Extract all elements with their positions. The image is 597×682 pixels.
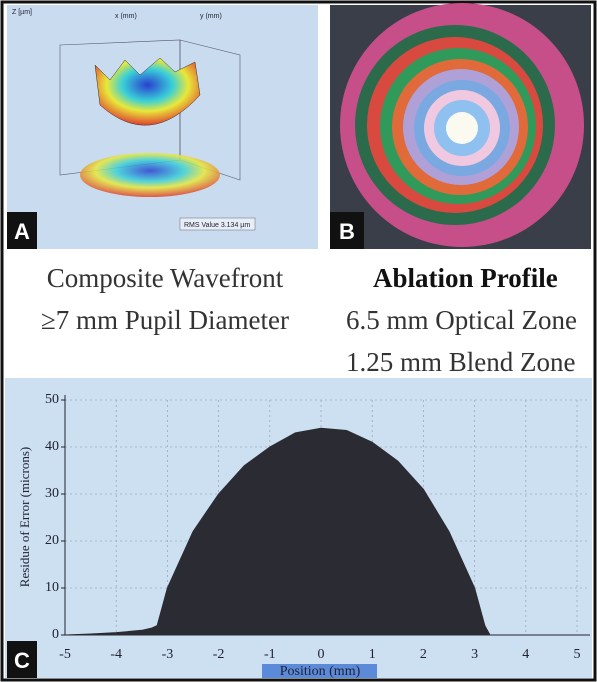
- label-box: [330, 212, 364, 249]
- y-label: y (mm): [200, 13, 222, 20]
- panel-label: C: [14, 648, 30, 673]
- x-tick-label: 1: [369, 647, 376, 662]
- x-tick-label: 4: [522, 647, 529, 662]
- xlabel-highlight: [262, 664, 377, 678]
- x-tick-label: -3: [162, 647, 174, 662]
- contour-map: [80, 153, 220, 197]
- rms-value: RMS Value 3.134 µm: [184, 222, 250, 229]
- z-label: Z [µm]: [12, 9, 32, 16]
- x-label: x (mm): [115, 13, 137, 20]
- y-axis-label: Residue of Error (microns): [17, 447, 32, 587]
- panel-a: Z [µm] x (mm) y (mm) RMS Value 3.134 µm …: [7, 5, 318, 249]
- x-tick-label: -5: [59, 647, 71, 662]
- wavefront-surface: [94, 57, 201, 126]
- x-tick-label: 3: [471, 647, 478, 662]
- rms-box: [179, 217, 256, 231]
- panel-a-bg: [7, 5, 318, 249]
- y-tick-label: 50: [45, 392, 59, 407]
- y-tick-label: 30: [45, 486, 59, 501]
- panel-label: A: [14, 219, 30, 244]
- panel-c: 0 10 20 30 40 50 -5 -4 -3 -2 -1 0 1 2 3 4 5 Position (mm…: [5, 378, 592, 679]
- x-tick-label: 5: [574, 647, 581, 662]
- ring: [446, 112, 478, 144]
- x-tick-label: 0: [318, 647, 325, 662]
- panel-b: B: [330, 3, 591, 249]
- x-axis-label: Position (mm): [280, 664, 361, 679]
- y-tick-label: 10: [45, 580, 59, 595]
- caption: 1.25 mm Blend Zone: [346, 347, 575, 377]
- captions: Composite Wavefront ≥7 mm Pupil Diameter…: [41, 263, 577, 377]
- x-tick-label: -2: [213, 647, 225, 662]
- panel-label: B: [339, 219, 355, 244]
- label-box: [7, 641, 37, 678]
- y-tick-label: 40: [45, 439, 59, 454]
- x-tick-label: 2: [420, 647, 427, 662]
- caption: 6.5 mm Optical Zone: [346, 305, 577, 335]
- area: [64, 427, 491, 636]
- caption: ≥7 mm Pupil Diameter: [41, 305, 289, 335]
- label-box: [7, 212, 37, 249]
- y-tick-label: 20: [45, 533, 59, 548]
- box: [179, 39, 241, 181]
- x-tick-label: -4: [110, 647, 122, 662]
- caption: Composite Wavefront: [47, 263, 284, 293]
- caption-title: Ablation Profile: [373, 263, 558, 293]
- y-tick-label: 0: [52, 627, 59, 642]
- x-tick-label: -1: [264, 647, 276, 662]
